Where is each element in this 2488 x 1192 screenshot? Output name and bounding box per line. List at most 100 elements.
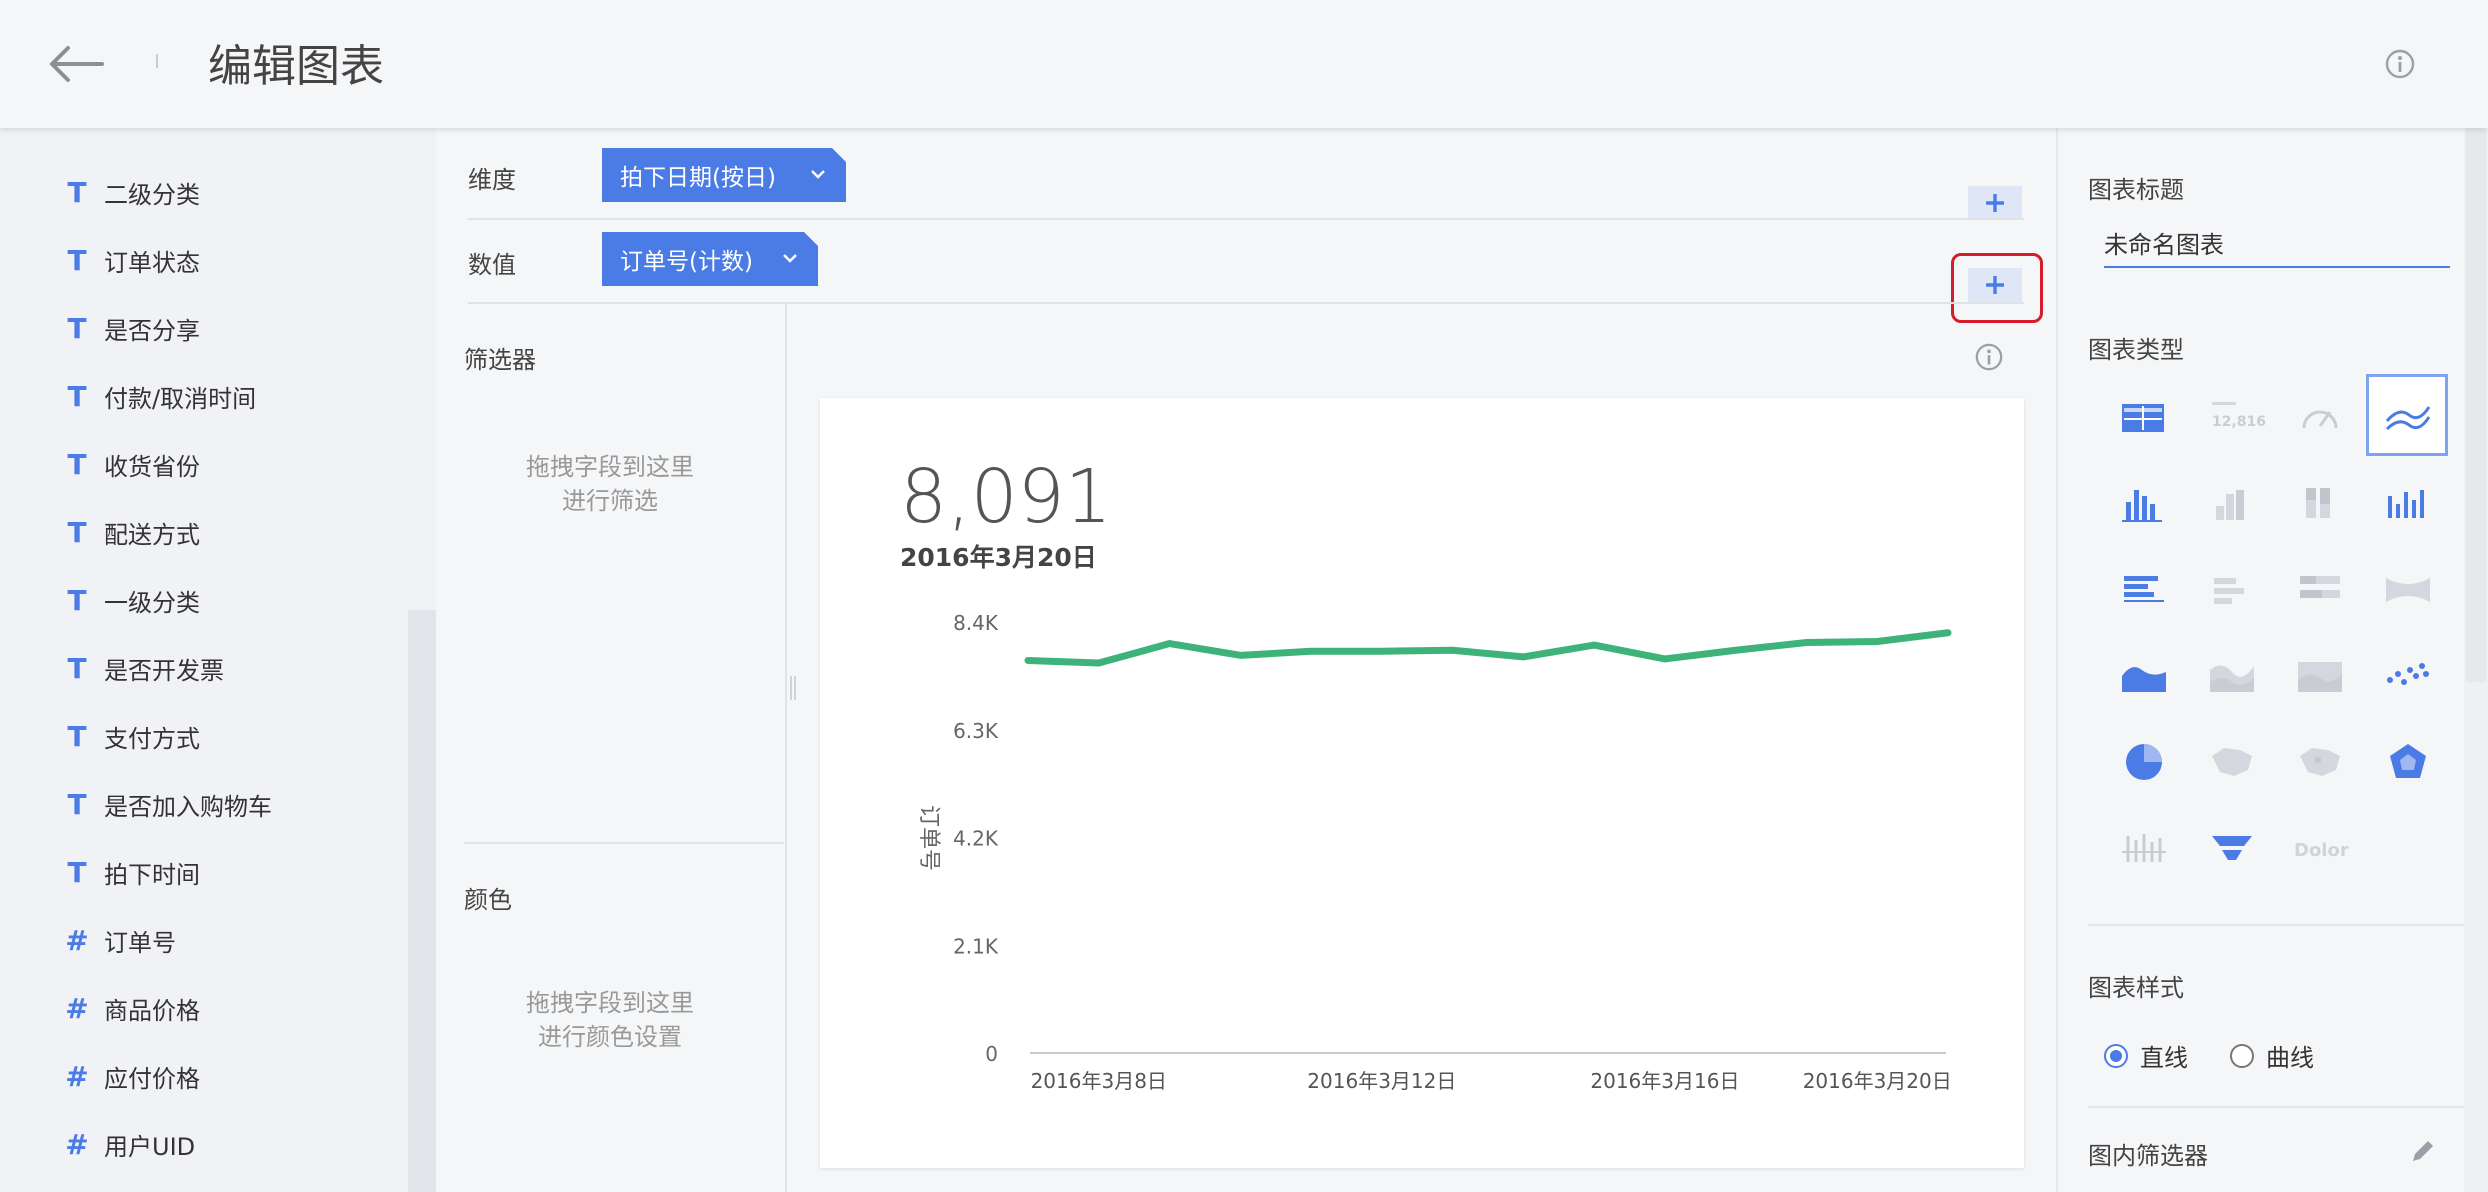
y-axis-label: 订单号 (916, 805, 941, 871)
header: 编辑图表 (0, 0, 2488, 128)
table-icon (2122, 404, 2164, 432)
color-drop-zone[interactable]: 拖拽字段到这里 进行颜色设置 (420, 986, 800, 1054)
field-item[interactable]: T 付款/取消时间 (64, 376, 404, 416)
pie-chart-type[interactable] (2102, 722, 2186, 798)
field-label: 应付价格 (104, 1064, 200, 1093)
dual-axis-icon (2388, 490, 2424, 518)
add-dimension-button[interactable] (1968, 186, 2022, 220)
info-icon[interactable] (2384, 48, 2416, 80)
text-field-icon: T (67, 311, 87, 345)
table-chart-type[interactable] (2102, 378, 2186, 454)
style-curve-radio[interactable]: 曲线 (2230, 1038, 2314, 1073)
text-field-icon: T (67, 447, 87, 481)
chart-info-icon[interactable] (1974, 342, 2004, 372)
add-value-button[interactable] (1968, 268, 2022, 302)
funnel-chart-type[interactable] (2190, 808, 2274, 884)
bubble-map-chart-type[interactable] (2278, 722, 2362, 798)
y-tick-label: 8.4K (953, 611, 999, 635)
percent-bar-chart-type[interactable] (2278, 550, 2362, 626)
field-label: 是否加入购物车 (104, 792, 272, 821)
wordcloud-icon: Dolor (2294, 840, 2349, 861)
map-icon (2212, 748, 2252, 776)
line-chart: 0 2.1K 4.2K 6.3K 8.4K 订单号 2016年3月8日 2016年3月12日 2… (916, 611, 1952, 1093)
bar-chart-type[interactable] (2102, 550, 2186, 626)
text-field-icon: T (67, 515, 87, 549)
field-item[interactable]: T 支付方式 (64, 716, 404, 756)
inner-filter-label: 图内筛选器 (2088, 1142, 2208, 1170)
panel-divider (2088, 924, 2464, 926)
dual-axis-chart-type[interactable] (2366, 464, 2450, 540)
y-tick-label: 0 (985, 1042, 998, 1066)
percent-column-chart-type[interactable] (2278, 464, 2362, 540)
field-item[interactable]: T 是否开发票 (64, 648, 404, 688)
back-arrow-icon[interactable] (44, 40, 108, 88)
big-number-date: 2016年3月20日 (900, 543, 1097, 572)
field-item[interactable]: T 拍下时间 (64, 852, 404, 892)
number-chart-type[interactable]: 12,816 (2190, 378, 2274, 454)
field-item[interactable]: # 商品价格 (64, 988, 404, 1028)
boxplot-chart-type[interactable] (2102, 808, 2186, 884)
series-line[interactable] (1024, 629, 1952, 667)
chart-title-input[interactable] (2104, 222, 2450, 268)
y-tick-label: 2.1K (953, 934, 999, 958)
gauge-chart-type[interactable] (2278, 378, 2362, 454)
x-tick-label: 2016年3月16日 (1590, 1069, 1739, 1093)
wordcloud-chart-type[interactable]: Dolor (2278, 808, 2362, 884)
style-line-radio[interactable]: 直线 (2104, 1038, 2188, 1073)
boxplot-icon (2122, 834, 2166, 862)
edit-pencil-icon[interactable] (2406, 1134, 2440, 1168)
column-chart-type[interactable] (2102, 464, 2186, 540)
field-item[interactable]: T 是否分享 (64, 308, 404, 348)
field-item[interactable]: T 收货省份 (64, 444, 404, 484)
stacked-bar-chart-type[interactable] (2190, 550, 2274, 626)
field-label: 是否开发票 (104, 656, 224, 685)
area-chart-type[interactable] (2102, 636, 2186, 712)
map-chart-type[interactable] (2190, 722, 2274, 798)
style-curve-label: 曲线 (2266, 1044, 2314, 1072)
bubble-map-icon (2300, 748, 2340, 776)
field-item[interactable]: # 用户UID (64, 1124, 404, 1164)
color-hint-line2: 进行颜色设置 (538, 1023, 682, 1051)
field-item[interactable]: T 一级分类 (64, 580, 404, 620)
dimension-pill-label: 拍下日期(按日) (620, 165, 776, 191)
field-item[interactable]: # 订单号 (64, 920, 404, 960)
sankey-icon (2386, 578, 2430, 602)
sankey-chart-type[interactable] (2366, 550, 2450, 626)
number-icon-text: 12,816 (2212, 414, 2266, 430)
number-icon: 12,816 (2212, 402, 2266, 430)
percent-area-chart-type[interactable] (2278, 636, 2362, 712)
field-label: 二级分类 (104, 180, 200, 209)
stacked-column-chart-type[interactable] (2190, 464, 2274, 540)
chart-card: 8,091 2016年3月20日 0 2.1K 4.2K 6.3K 8.4K 订单号 201… (820, 398, 2024, 1168)
chart-title-label: 图表标题 (2088, 176, 2184, 204)
field-label: 用户UID (104, 1132, 196, 1161)
scatter-chart-type[interactable] (2366, 636, 2450, 712)
number-field-icon: # (65, 1059, 89, 1093)
stacked-area-icon (2210, 665, 2254, 692)
field-item[interactable]: # 应付价格 (64, 1056, 404, 1096)
dimension-pill[interactable]: 拍下日期(按日) (602, 148, 846, 202)
value-label: 数值 (468, 251, 516, 279)
filter-drop-zone[interactable]: 拖拽字段到这里 进行筛选 (420, 450, 800, 518)
field-item[interactable]: T 订单状态 (64, 240, 404, 280)
field-item[interactable]: T 配送方式 (64, 512, 404, 552)
field-label: 订单号 (104, 928, 176, 957)
value-pill[interactable]: 订单号(计数) (602, 232, 818, 286)
stacked-column-icon (2216, 490, 2244, 520)
big-number: 8,091 (900, 454, 1112, 540)
panel-scrollbar-thumb[interactable] (2466, 128, 2486, 682)
radar-icon (2390, 744, 2426, 778)
field-label: 收货省份 (104, 452, 200, 481)
stacked-area-chart-type[interactable] (2190, 636, 2274, 712)
text-field-icon: T (67, 787, 87, 821)
radio-checked-icon (2104, 1043, 2128, 1068)
field-item[interactable]: T 是否加入购物车 (64, 784, 404, 824)
line-chart-type-selected[interactable] (2366, 374, 2448, 456)
sidebar-scrollbar-thumb[interactable] (408, 610, 436, 1192)
radar-chart-type[interactable] (2366, 722, 2450, 798)
filter-hint-line2: 进行筛选 (562, 487, 658, 515)
resize-handle[interactable] (790, 676, 796, 700)
field-item[interactable]: T 二级分类 (64, 172, 404, 212)
text-field-icon: T (67, 243, 87, 277)
field-label: 付款/取消时间 (104, 384, 257, 413)
